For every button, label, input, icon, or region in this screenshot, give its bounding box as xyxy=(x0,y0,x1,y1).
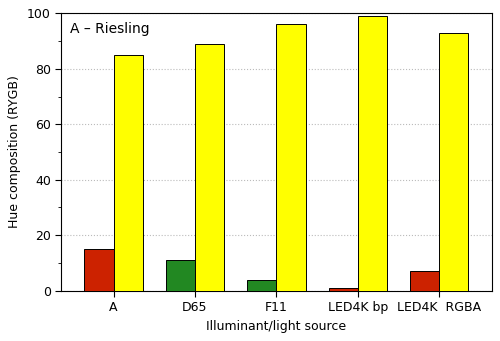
Bar xyxy=(166,260,195,291)
Bar xyxy=(329,288,358,291)
Bar xyxy=(84,249,114,291)
Bar xyxy=(358,16,387,291)
Bar xyxy=(410,271,440,291)
Bar xyxy=(114,55,142,291)
Bar xyxy=(248,280,276,291)
X-axis label: Illuminant/light source: Illuminant/light source xyxy=(206,320,346,333)
Bar xyxy=(276,25,306,291)
Y-axis label: Hue composition (RYGB): Hue composition (RYGB) xyxy=(8,76,22,228)
Text: A – Riesling: A – Riesling xyxy=(70,22,150,36)
Bar xyxy=(195,44,224,291)
Bar xyxy=(440,33,468,291)
